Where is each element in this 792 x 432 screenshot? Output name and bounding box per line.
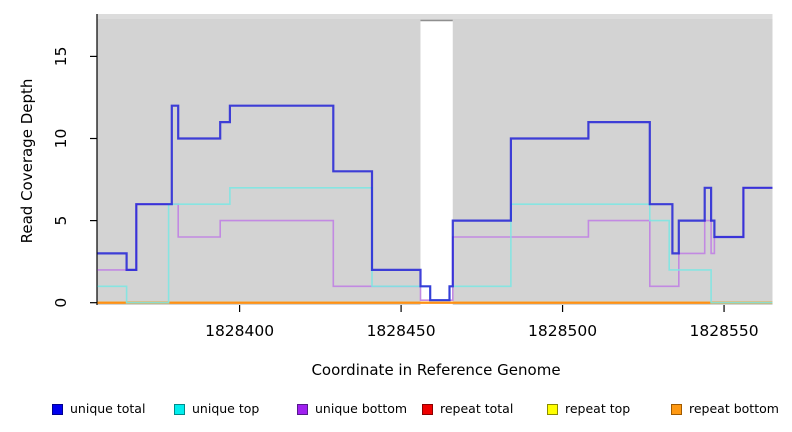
- no-data-gap: [420, 20, 453, 305]
- legend-item-unique-top: unique top: [174, 401, 259, 417]
- legend-label: unique top: [192, 401, 260, 416]
- legend-swatch-icon: [52, 403, 63, 415]
- legend: unique total unique top unique bottom repea…: [0, 401, 792, 419]
- panel-top-strip: [97, 14, 773, 19]
- legend-label: repeat total: [440, 401, 514, 416]
- y-tick-label: 0: [52, 298, 70, 308]
- x-axis-title: Coordinate in Reference Genome: [311, 361, 561, 379]
- y-tick-label: 10: [52, 129, 70, 149]
- legend-swatch-icon: [547, 403, 558, 415]
- legend-item-unique-bottom: unique bottom: [297, 401, 407, 417]
- legend-label: repeat bottom: [689, 401, 779, 416]
- x-tick-label: 1828450: [367, 322, 436, 340]
- y-tick-label: 15: [52, 47, 70, 67]
- legend-item-repeat-total: repeat total: [422, 401, 513, 417]
- legend-swatch-icon: [671, 403, 682, 415]
- x-tick-label: 1828500: [528, 322, 597, 340]
- legend-label: unique bottom: [315, 401, 408, 416]
- legend-label: unique total: [70, 401, 146, 416]
- legend-item-repeat-top: repeat top: [547, 401, 630, 417]
- x-tick-label: 1828400: [205, 322, 274, 340]
- legend-item-unique-total: unique total: [52, 401, 145, 417]
- y-axis-title: Read Coverage Depth: [18, 78, 36, 244]
- legend-swatch-icon: [422, 403, 433, 415]
- legend-swatch-icon: [174, 403, 185, 415]
- legend-swatch-icon: [297, 403, 308, 415]
- legend-label: repeat top: [565, 401, 631, 416]
- y-tick-label: 5: [52, 216, 70, 226]
- series-unique-bottom: [97, 187, 773, 301]
- x-tick-label: 1828550: [690, 322, 759, 340]
- legend-item-repeat-bottom: repeat bottom: [671, 401, 779, 417]
- series-unique-total: [97, 104, 773, 302]
